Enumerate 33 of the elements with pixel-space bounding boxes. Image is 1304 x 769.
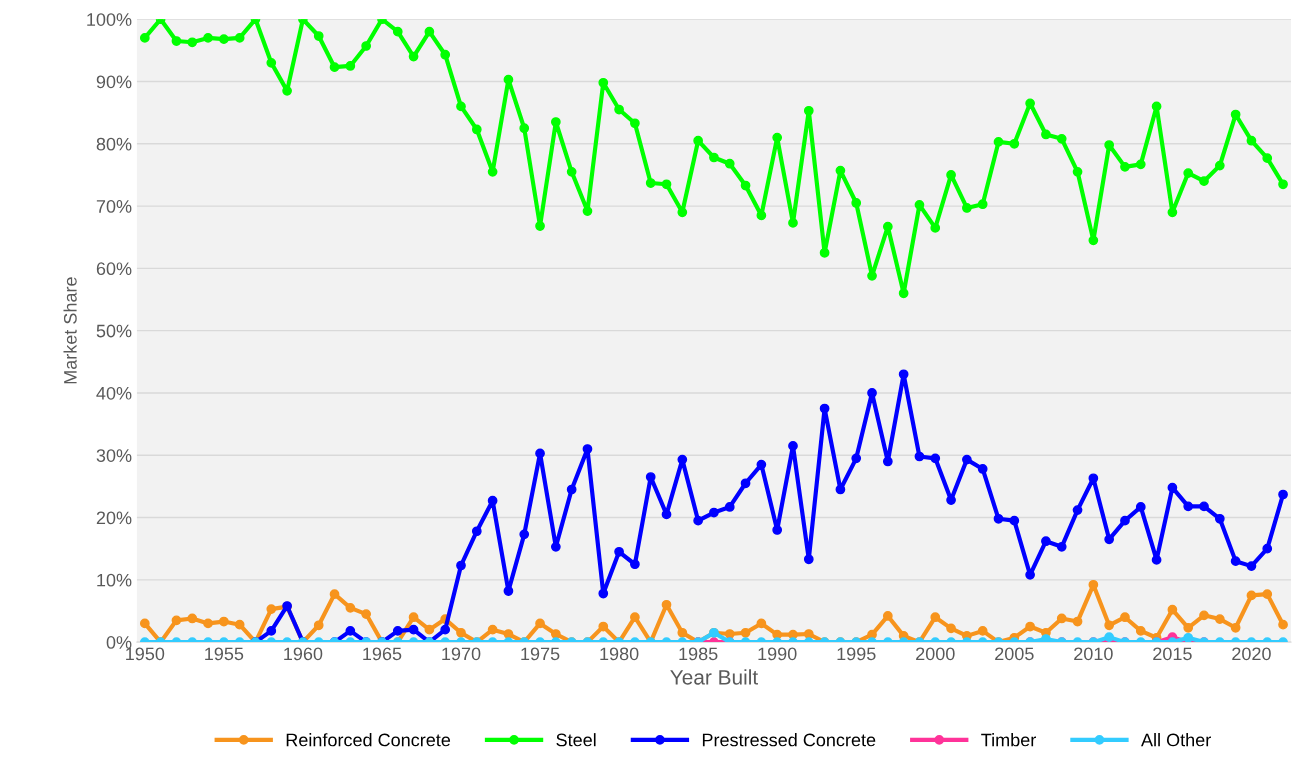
y-axis-title: Market Share — [63, 277, 77, 384]
x-tick-label: 2005 — [995, 647, 1034, 661]
y-tick-label: 50% — [96, 324, 132, 338]
y-tick-label: 40% — [96, 386, 132, 400]
y-tick-label: 30% — [96, 449, 132, 462]
y-tick-label: 0% — [106, 636, 132, 649]
x-tick-label: 1985 — [679, 647, 718, 661]
y-tick-label: 80% — [96, 137, 132, 151]
y-tick-label: 20% — [96, 511, 132, 525]
y-tick-label: 100% — [87, 13, 132, 26]
x-tick-label: 2020 — [1232, 647, 1271, 661]
y-tick-label: 60% — [96, 262, 132, 276]
x-tick-label: 1955 — [205, 647, 244, 661]
y-tick-label: 90% — [96, 75, 132, 89]
x-tick-label: 1980 — [600, 647, 639, 661]
y-tick-label: 10% — [97, 573, 132, 587]
legend-label: Reinforced Concrete — [286, 733, 451, 747]
legend-label: Prestressed Concrete — [702, 733, 876, 747]
x-tick-label: 1995 — [837, 647, 876, 661]
y-tick-label: 70% — [96, 200, 132, 213]
legend-label: All Other — [1141, 733, 1211, 747]
x-tick-label: 1950 — [126, 647, 165, 661]
legend-label: Steel — [556, 733, 596, 747]
x-tick-label: 1960 — [284, 647, 323, 661]
x-tick-label: 1965 — [363, 647, 402, 661]
x-axis-title: Year Built — [670, 669, 758, 685]
x-tick-label: 1970 — [442, 647, 481, 661]
x-tick-label: 2010 — [1074, 647, 1113, 661]
x-tick-label: 2015 — [1153, 647, 1192, 661]
x-tick-label: 1975 — [521, 647, 560, 661]
x-tick-label: 2000 — [916, 647, 955, 661]
legend-label: Timber — [981, 733, 1036, 747]
x-tick-label: 1990 — [758, 647, 797, 661]
